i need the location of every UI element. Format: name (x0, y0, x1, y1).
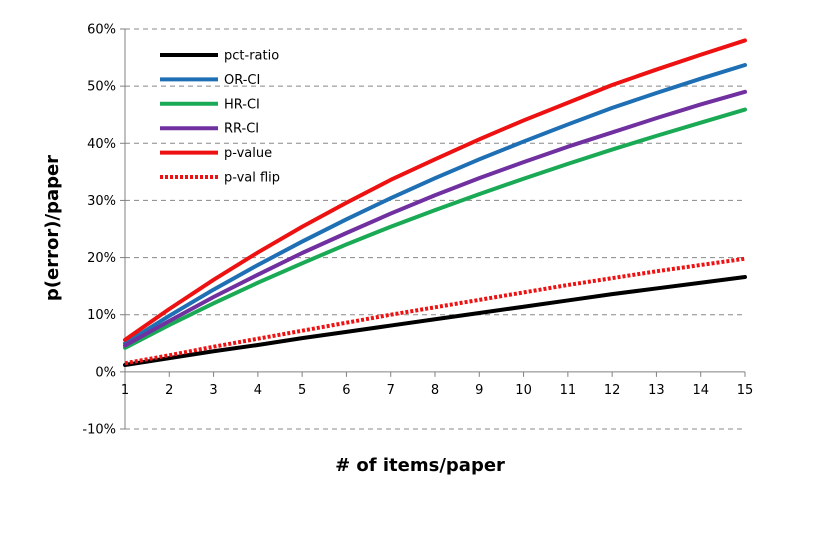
legend-label: p-value (224, 146, 272, 161)
y-tick-label: 40% (87, 137, 116, 152)
x-tick-label: 3 (209, 383, 217, 398)
x-tick-label: 4 (254, 383, 262, 398)
series-line-p-value (123, 38, 747, 342)
y-tick-label: 60% (87, 23, 116, 38)
legend-label: HR-CI (224, 97, 260, 112)
y-tick-label: 20% (87, 251, 116, 266)
legend-label: OR-CI (224, 73, 260, 88)
x-axis-ticks: 1 2 3 4 5 6 7 8 9 10 11 12 13 14 15 (121, 371, 754, 398)
x-tick-label: 1 (121, 383, 129, 398)
x-tick-label: 15 (737, 383, 754, 398)
y-tick-label: 10% (87, 308, 116, 323)
x-tick-label: 14 (692, 383, 709, 398)
y-axis-ticks: -10% 0% 10% 20% 30% 40% 50% 60% (82, 23, 125, 438)
x-tick-label: 12 (604, 383, 621, 398)
series-line-rr-ci (123, 89, 747, 348)
y-tick-label: 50% (87, 80, 116, 95)
x-tick-label: 6 (342, 383, 350, 398)
axes (124, 29, 745, 429)
series-line-or-ci (123, 63, 747, 346)
x-tick-label: 5 (298, 383, 306, 398)
legend-label: RR-CI (224, 122, 259, 137)
gridlines (125, 28, 745, 430)
x-axis-title: # of items/paper (335, 455, 505, 476)
series-line-hr-ci (123, 107, 747, 350)
series-lines (123, 38, 747, 367)
x-tick-label: 7 (387, 383, 395, 398)
x-tick-label: 8 (431, 383, 439, 398)
series-line-pct-ratio (123, 275, 747, 367)
y-tick-label: -10% (82, 423, 116, 438)
y-tick-label: 0% (95, 365, 116, 380)
x-tick-label: 13 (648, 383, 665, 398)
y-axis-title: p(error)/paper (42, 155, 63, 301)
series-line-p-val-flip (124, 256, 746, 366)
legend-label: pct-ratio (224, 49, 279, 64)
x-tick-label: 2 (165, 383, 173, 398)
y-tick-label: 30% (87, 194, 116, 209)
x-tick-label: 10 (515, 383, 532, 398)
legend-label: p-val flip (224, 171, 280, 186)
x-tick-label: 11 (560, 383, 577, 398)
legend: pct-ratio OR-CI HR-CI RR-CI p-value p-val fli… (160, 49, 280, 186)
x-tick-label: 9 (475, 383, 483, 398)
